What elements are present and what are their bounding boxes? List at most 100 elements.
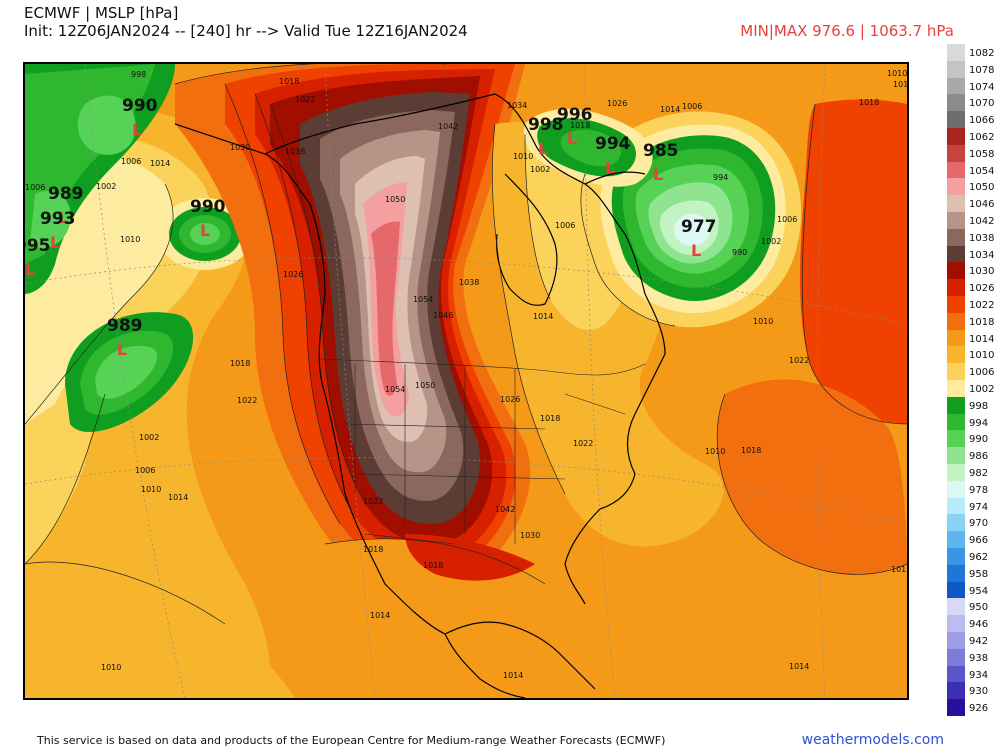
brand-link[interactable]: weathermodels.com	[801, 732, 944, 748]
low-pressure-value: 998	[528, 115, 564, 135]
low-pressure-value: 989	[48, 184, 84, 204]
gulf-1014	[325, 538, 725, 698]
low-989-core	[95, 345, 158, 399]
colorbar-label: 926	[969, 703, 989, 715]
colorbar-label: 1062	[969, 132, 995, 143]
colorbar-swatch-990	[947, 430, 965, 448]
low-pressure-value: 985	[643, 141, 679, 161]
isobar-label: 1038	[285, 147, 305, 156]
colorbar-swatch-1082	[947, 44, 965, 61]
colorbar-label: 1046	[969, 199, 995, 211]
colorbar-swatch-1002	[947, 380, 965, 397]
isobar-label: 1002	[96, 182, 116, 191]
isobar-label: 1018	[859, 98, 879, 107]
colorbar-swatch-994	[947, 413, 965, 431]
colorbar-swatch-930	[947, 682, 965, 700]
colorbar-swatch-1010	[947, 346, 965, 364]
isobar-label: 1022	[237, 396, 257, 405]
low-marker-icon: L	[567, 129, 577, 148]
colorbar-swatch-962	[947, 548, 965, 565]
gulf-coast-1026	[405, 534, 535, 581]
isobar-label: 1018	[363, 545, 383, 554]
isobar-label: 1002	[761, 237, 781, 246]
isobar-label: 1018	[891, 565, 907, 574]
baffin-low-994	[560, 129, 622, 167]
colorbar-label: 1050	[969, 182, 995, 194]
low-marker-icon: L	[605, 158, 615, 177]
colorbar-label: 962	[969, 552, 989, 563]
colorbar-swatch-1050	[947, 178, 965, 196]
isobar-label: 1018	[570, 121, 590, 130]
init-valid-line: Init: 12Z06JAN2024 -- [240] hr --> Valid…	[24, 22, 468, 40]
colorbar-label: 1070	[969, 98, 995, 110]
mslp-map[interactable]: 1042 1050 1054 1046 1038 1054 1050 1042 1030 1026…	[23, 62, 909, 700]
sw-pacific-1010	[25, 562, 295, 698]
isobar-label: 994	[713, 173, 728, 182]
colorbar-swatch-970	[947, 514, 965, 532]
isobar-label: 1014	[168, 493, 188, 502]
low-marker-icon: L	[691, 241, 701, 260]
isobars	[25, 64, 907, 625]
colorbar-swatch-966	[947, 531, 965, 548]
isobar-label: 1014	[660, 105, 680, 114]
colorbar-swatch-1038	[947, 228, 965, 246]
colorbar-swatch-998	[947, 396, 965, 414]
low-pressure-value: 989	[107, 316, 143, 336]
colorbar-label: 1022	[969, 300, 995, 311]
colorbar-label: 958	[969, 568, 989, 580]
colorbar-swatch-1018	[947, 312, 965, 330]
isobar-label: 1026	[500, 395, 520, 404]
colorbar-swatch-958	[947, 564, 965, 582]
colorbar-label: 1074	[969, 81, 995, 93]
colorbar-swatch-978	[947, 480, 965, 498]
isobar-label: 1038	[459, 278, 479, 287]
low-pressure-value: 990	[122, 96, 158, 116]
colorbar-swatch-1078	[947, 60, 965, 78]
aleutian-low-core-989	[30, 190, 71, 248]
isobar-label: 1034	[507, 101, 527, 110]
colorbar-label: 1010	[969, 350, 995, 362]
colorbar-swatch-1070	[947, 94, 965, 112]
isobar-label: 1002	[139, 433, 159, 442]
isobar-label: 1026	[283, 270, 303, 279]
isobar-label: 1054	[385, 385, 405, 394]
low-pressure-value: 990	[190, 197, 226, 217]
colorbar-label: 1038	[969, 232, 995, 244]
colorbar-swatch-1074	[947, 77, 965, 95]
low-pressure-value: 977	[681, 217, 717, 237]
ecmwf-disclaimer: This service is based on data and produc…	[37, 734, 666, 747]
colorbar-swatch-1042	[947, 212, 965, 229]
isobar-label: 1050	[415, 381, 435, 390]
low-marker-icon: L	[58, 208, 68, 227]
colorbar-label: 994	[969, 417, 989, 429]
colorbar-label: 998	[969, 400, 989, 412]
colorbar-label: 1030	[969, 266, 995, 278]
colorbar-swatch-982	[947, 464, 965, 481]
isobar-label: 1050	[385, 195, 405, 204]
colorbar-label: 1078	[969, 64, 995, 76]
colorbar-label: 938	[969, 652, 989, 664]
low-marker-icon: L	[117, 340, 127, 359]
isobar-label: 1006	[555, 221, 575, 230]
colorbar-label: 1014	[969, 333, 995, 345]
colorbar-swatch-938	[947, 648, 965, 666]
chart-title: ECMWF | MSLP [hPa]	[24, 4, 179, 22]
low-centers: 990L989L993L995L990L989L998L996L994L985L…	[25, 96, 717, 359]
isobar-label: 1014	[533, 312, 553, 321]
colorbar-swatch-926	[947, 699, 965, 716]
colorbar-label: 946	[969, 619, 989, 631]
colorbar-swatch-1058	[947, 144, 965, 162]
isobar-label: 1030	[230, 143, 250, 152]
isobar-label: 1054	[413, 295, 433, 304]
colorbar-label: 950	[969, 602, 989, 614]
isobar-label: 990	[732, 248, 747, 257]
isobar-label: 1014	[789, 662, 809, 671]
colorbar-swatch-950	[947, 598, 965, 616]
colorbar-label: 1026	[969, 283, 995, 295]
isobar-label: 1014	[370, 611, 390, 620]
colorbar-swatch-1014	[947, 329, 965, 347]
high-1054	[371, 221, 400, 396]
isobar-label: 1018	[230, 359, 250, 368]
isobar-label: 1006	[121, 157, 141, 166]
